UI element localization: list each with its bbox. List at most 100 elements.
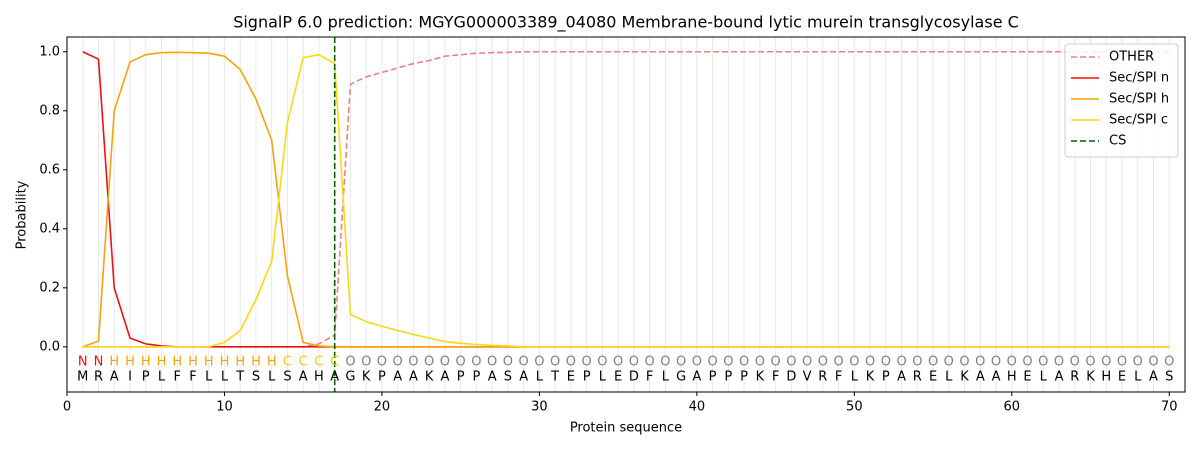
region-label: O xyxy=(786,354,796,369)
residue: L xyxy=(268,369,276,384)
residue: A xyxy=(440,369,449,384)
residue: K xyxy=(756,369,765,384)
residue: L xyxy=(205,369,213,384)
residue: H xyxy=(1007,369,1017,384)
residue: H xyxy=(1101,369,1111,384)
residue: A xyxy=(393,369,402,384)
residue: K xyxy=(362,369,371,384)
residue: E xyxy=(929,369,937,384)
residue: A xyxy=(992,369,1001,384)
region-label: H xyxy=(220,354,230,369)
region-label: O xyxy=(707,354,717,369)
residue: A xyxy=(299,369,308,384)
region-label: O xyxy=(1070,354,1080,369)
residue: E xyxy=(567,369,575,384)
region-label: H xyxy=(188,354,198,369)
region-label: O xyxy=(959,354,969,369)
region-label: O xyxy=(676,354,686,369)
residue: L xyxy=(851,369,859,384)
residue: T xyxy=(235,369,244,384)
residue: P xyxy=(142,369,150,384)
region-label: H xyxy=(204,354,214,369)
residue: S xyxy=(504,369,512,384)
x-tick-label: 30 xyxy=(531,400,548,415)
region-label: O xyxy=(975,354,985,369)
region-label: H xyxy=(235,354,245,369)
y-tick-label: 0.6 xyxy=(39,162,60,177)
region-label: O xyxy=(1007,354,1017,369)
region-label: O xyxy=(692,354,702,369)
residue: K xyxy=(960,369,969,384)
region-label: O xyxy=(1164,354,1174,369)
region-label: O xyxy=(723,354,733,369)
region-label: H xyxy=(109,354,119,369)
residue: S xyxy=(283,369,291,384)
residue: V xyxy=(803,369,812,384)
y-tick-label: 0.8 xyxy=(39,103,60,118)
residue: G xyxy=(676,369,686,384)
residue: S xyxy=(1165,369,1173,384)
region-label: O xyxy=(818,354,828,369)
region-label: N xyxy=(94,354,104,369)
y-axis-label: Probability xyxy=(15,180,30,249)
x-tick-label: 50 xyxy=(846,400,863,415)
residue: A xyxy=(1055,369,1064,384)
residue: A xyxy=(692,369,701,384)
region-label: O xyxy=(944,354,954,369)
legend-label: CS xyxy=(1109,134,1126,149)
residue: K xyxy=(425,369,434,384)
y-tick-label: 1.0 xyxy=(39,44,60,59)
residue: H xyxy=(314,369,324,384)
region-label: C xyxy=(330,354,339,369)
region-label: O xyxy=(912,354,922,369)
residue: P xyxy=(724,369,732,384)
region-label: O xyxy=(361,354,371,369)
residue: K xyxy=(866,369,875,384)
residue: K xyxy=(1086,369,1095,384)
region-label: C xyxy=(299,354,308,369)
residue: E xyxy=(1118,369,1126,384)
region-label: H xyxy=(172,354,182,369)
residue: A xyxy=(976,369,985,384)
residue: G xyxy=(345,369,355,384)
residue: R xyxy=(1070,369,1079,384)
region-label: O xyxy=(1117,354,1127,369)
series-line xyxy=(82,53,1170,348)
region-label: O xyxy=(424,354,434,369)
region-label: O xyxy=(865,354,875,369)
legend-box xyxy=(1064,43,1179,158)
region-label: O xyxy=(833,354,843,369)
residue: L xyxy=(599,369,607,384)
residue: L xyxy=(221,369,229,384)
region-label: O xyxy=(629,354,639,369)
residue: A xyxy=(1149,369,1158,384)
region-label: H xyxy=(157,354,167,369)
region-label: N xyxy=(78,354,88,369)
region-label: O xyxy=(755,354,765,369)
region-label: C xyxy=(283,354,292,369)
x-tick-label: 40 xyxy=(689,400,706,415)
residue: L xyxy=(1040,369,1048,384)
residue: A xyxy=(519,369,528,384)
region-label: O xyxy=(456,354,466,369)
legend-label: OTHER xyxy=(1109,50,1154,65)
residue: P xyxy=(583,369,591,384)
residue: P xyxy=(472,369,480,384)
region-label: H xyxy=(141,354,151,369)
region-label: O xyxy=(534,354,544,369)
y-tick-label: 0.4 xyxy=(39,221,60,236)
residue: F xyxy=(646,369,653,384)
residue: R xyxy=(818,369,827,384)
region-label: O xyxy=(1085,354,1095,369)
region-label: O xyxy=(377,354,387,369)
residue: F xyxy=(173,369,180,384)
residue: R xyxy=(913,369,922,384)
series-line xyxy=(82,51,1170,348)
x-tick-label: 60 xyxy=(1004,400,1021,415)
region-label: O xyxy=(487,354,497,369)
region-label: O xyxy=(582,354,592,369)
y-tick-label: 0.0 xyxy=(39,339,60,354)
region-label: O xyxy=(991,354,1001,369)
region-label: O xyxy=(345,354,355,369)
